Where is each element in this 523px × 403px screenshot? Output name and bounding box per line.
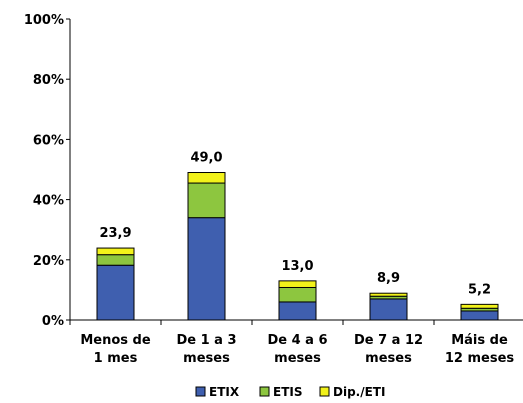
total-data-label: 13,0 bbox=[281, 259, 313, 274]
y-tick-label: 100% bbox=[24, 13, 64, 28]
total-data-label: 8,9 bbox=[377, 271, 400, 286]
category-label: De 7 a 12 meses bbox=[354, 333, 423, 366]
bar-segment-etix bbox=[278, 301, 317, 321]
bar-segment-etis bbox=[278, 286, 317, 303]
y-tick-label: 60% bbox=[33, 133, 64, 148]
legend-swatch bbox=[319, 386, 330, 397]
bar-segment-etix bbox=[460, 310, 499, 321]
bar-segment-dip-eti bbox=[460, 303, 499, 309]
bars bbox=[96, 172, 499, 321]
total-data-label: 5,2 bbox=[468, 282, 491, 297]
y-tick-label: 80% bbox=[33, 73, 64, 88]
legend-swatch bbox=[195, 386, 206, 397]
category-label: Menos de 1 mes bbox=[80, 333, 151, 366]
labels: 23,9 Menos de 1 mes 49,0 De 1 a 3 meses 13,0 De… bbox=[80, 151, 514, 366]
y-tick-label: 20% bbox=[33, 254, 64, 269]
y-tick-label: 0% bbox=[42, 314, 64, 329]
category-label: Máis de 12 meses bbox=[445, 333, 515, 366]
category-label: De 4 a 6 meses bbox=[267, 333, 327, 366]
bar-segment-etis bbox=[96, 254, 135, 266]
bar-segment-dip-eti bbox=[278, 280, 317, 288]
bar-segment-etix bbox=[96, 264, 135, 321]
bar-segment-etix bbox=[369, 298, 408, 321]
legend-label: ETIS bbox=[273, 385, 303, 399]
legend-label: ETIX bbox=[209, 385, 240, 399]
y-tick-label: 40% bbox=[33, 194, 64, 209]
bar-segment-dip-eti bbox=[369, 292, 408, 297]
legend-label: Dip./ETI bbox=[333, 385, 385, 399]
bar-segment-dip-eti bbox=[96, 247, 135, 256]
legend-swatch bbox=[259, 386, 270, 397]
bar-segment-etis bbox=[187, 182, 226, 219]
total-data-label: 23,9 bbox=[99, 226, 131, 241]
bar-segment-etix bbox=[187, 217, 226, 321]
total-data-label: 49,0 bbox=[190, 151, 222, 166]
bar-segment-dip-eti bbox=[187, 172, 226, 184]
legend: ETIX ETIS Dip./ETI bbox=[195, 385, 385, 399]
axes: 0% 20% 40% 60% 80% 100% bbox=[24, 13, 523, 329]
category-label: De 1 a 3 meses bbox=[176, 333, 236, 366]
